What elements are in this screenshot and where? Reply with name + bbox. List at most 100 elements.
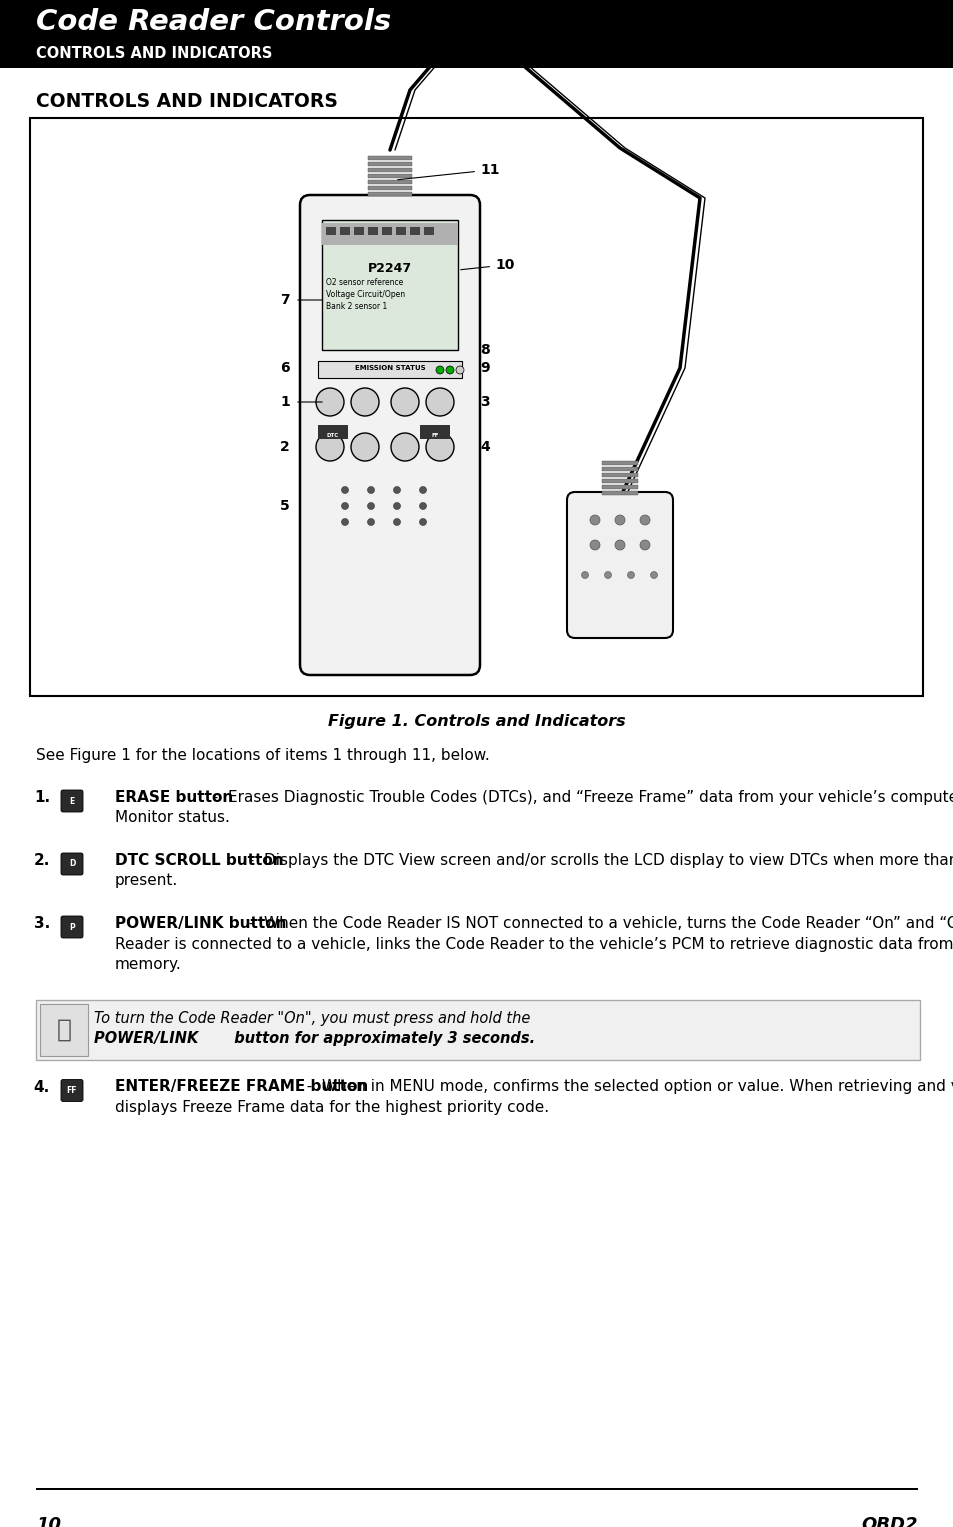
Text: DTC SCROLL button: DTC SCROLL button bbox=[115, 854, 283, 867]
FancyBboxPatch shape bbox=[299, 195, 479, 675]
Bar bbox=[601, 461, 638, 466]
Bar bbox=[317, 425, 348, 438]
Circle shape bbox=[604, 571, 611, 579]
Text: ENTER/FREEZE FRAME button: ENTER/FREEZE FRAME button bbox=[115, 1080, 368, 1095]
Bar bbox=[601, 486, 638, 489]
Text: 3.: 3. bbox=[33, 916, 50, 931]
Circle shape bbox=[446, 366, 454, 374]
Bar bbox=[40, 1003, 88, 1055]
Text: POWER/LINK button: POWER/LINK button bbox=[115, 916, 286, 931]
Circle shape bbox=[589, 541, 599, 550]
Text: To turn the Code Reader "On", you must press and hold the: To turn the Code Reader "On", you must p… bbox=[94, 1011, 530, 1026]
Circle shape bbox=[393, 487, 400, 493]
Text: POWER/LINK       button for approximately 3 seconds.: POWER/LINK button for approximately 3 se… bbox=[94, 1032, 535, 1046]
Text: D: D bbox=[69, 860, 75, 869]
Text: 8: 8 bbox=[479, 344, 489, 357]
Bar bbox=[368, 192, 412, 195]
Text: OBD2: OBD2 bbox=[861, 1516, 917, 1527]
Bar bbox=[368, 174, 412, 179]
Bar bbox=[601, 492, 638, 495]
Bar bbox=[410, 228, 419, 235]
Text: 6: 6 bbox=[280, 360, 290, 376]
Bar bbox=[601, 467, 638, 470]
Text: 2: 2 bbox=[280, 440, 290, 454]
Circle shape bbox=[589, 515, 599, 525]
Bar bbox=[368, 186, 412, 189]
Bar bbox=[395, 228, 406, 235]
Bar bbox=[368, 228, 377, 235]
Circle shape bbox=[367, 502, 375, 510]
Bar bbox=[30, 118, 923, 696]
Text: 7: 7 bbox=[280, 293, 290, 307]
Bar bbox=[317, 360, 461, 379]
Text: 10: 10 bbox=[36, 1516, 61, 1527]
FancyBboxPatch shape bbox=[61, 854, 83, 875]
Circle shape bbox=[627, 571, 634, 579]
Text: 11: 11 bbox=[397, 163, 499, 180]
Text: -  Erases Diagnostic Trouble Codes (DTCs), and “Freeze Frame” data from your veh: - Erases Diagnostic Trouble Codes (DTCs)… bbox=[202, 789, 953, 805]
Text: 5: 5 bbox=[280, 499, 290, 513]
Text: CONTROLS AND INDICATORS: CONTROLS AND INDICATORS bbox=[36, 46, 273, 61]
Bar bbox=[326, 228, 335, 235]
Text: EMISSION STATUS: EMISSION STATUS bbox=[355, 365, 425, 371]
Bar bbox=[381, 228, 392, 235]
Text: -  Displays the DTC View screen and/or scrolls the LCD display to view DTCs when: - Displays the DTC View screen and/or sc… bbox=[239, 854, 953, 867]
Circle shape bbox=[315, 388, 344, 415]
Circle shape bbox=[367, 487, 375, 493]
Circle shape bbox=[615, 515, 624, 525]
Text: 3: 3 bbox=[479, 395, 489, 409]
Circle shape bbox=[426, 434, 454, 461]
Text: DTC: DTC bbox=[327, 434, 338, 438]
Circle shape bbox=[391, 388, 418, 415]
Bar bbox=[0, 0, 953, 69]
FancyBboxPatch shape bbox=[61, 1080, 83, 1101]
Circle shape bbox=[393, 502, 400, 510]
Text: FF: FF bbox=[431, 434, 438, 438]
Circle shape bbox=[351, 434, 378, 461]
Circle shape bbox=[391, 434, 418, 461]
Bar bbox=[36, 1487, 917, 1490]
Text: -  When the Code Reader IS NOT connected to a vehicle, turns the Code Reader “On: - When the Code Reader IS NOT connected … bbox=[239, 916, 953, 931]
Bar bbox=[322, 220, 457, 350]
Bar bbox=[354, 228, 364, 235]
Bar bbox=[419, 425, 450, 438]
Circle shape bbox=[341, 502, 348, 510]
Text: P2247: P2247 bbox=[368, 263, 412, 275]
Text: Figure 1. Controls and Indicators: Figure 1. Controls and Indicators bbox=[327, 715, 624, 728]
Text: ✋: ✋ bbox=[56, 1017, 71, 1041]
Text: E: E bbox=[70, 797, 74, 806]
Text: displays Freeze Frame data for the highest priority code.: displays Freeze Frame data for the highe… bbox=[115, 1099, 549, 1115]
Text: Voltage Circuit/Open: Voltage Circuit/Open bbox=[326, 290, 405, 299]
Circle shape bbox=[367, 519, 375, 525]
Bar bbox=[423, 228, 434, 235]
Circle shape bbox=[341, 519, 348, 525]
Circle shape bbox=[351, 388, 378, 415]
Text: Monitor status.: Monitor status. bbox=[115, 811, 230, 826]
Text: 4.: 4. bbox=[33, 1080, 50, 1095]
Text: FF: FF bbox=[67, 1086, 77, 1095]
Text: See Figure 1 for the locations of items 1 through 11, below.: See Figure 1 for the locations of items … bbox=[36, 748, 489, 764]
Text: CONTROLS AND INDICATORS: CONTROLS AND INDICATORS bbox=[36, 92, 337, 111]
Bar bbox=[322, 223, 457, 244]
Text: -  When in MENU mode, confirms the selected option or value. When retrieving and: - When in MENU mode, confirms the select… bbox=[297, 1080, 953, 1095]
FancyBboxPatch shape bbox=[61, 789, 83, 812]
Text: ERASE button: ERASE button bbox=[115, 789, 233, 805]
Circle shape bbox=[315, 434, 344, 461]
Bar bbox=[368, 168, 412, 173]
Bar bbox=[339, 228, 350, 235]
Circle shape bbox=[419, 502, 426, 510]
Circle shape bbox=[419, 519, 426, 525]
Circle shape bbox=[650, 571, 657, 579]
Text: O2 sensor reference: O2 sensor reference bbox=[326, 278, 403, 287]
Circle shape bbox=[581, 571, 588, 579]
Text: present.: present. bbox=[115, 873, 178, 889]
Text: 2.: 2. bbox=[33, 854, 50, 867]
Text: 9: 9 bbox=[479, 360, 489, 376]
Text: P: P bbox=[69, 922, 74, 931]
Circle shape bbox=[615, 541, 624, 550]
Circle shape bbox=[639, 541, 649, 550]
Text: Code Reader Controls: Code Reader Controls bbox=[36, 8, 391, 37]
Text: 1: 1 bbox=[280, 395, 290, 409]
Circle shape bbox=[341, 487, 348, 493]
Text: 1.: 1. bbox=[34, 789, 50, 805]
